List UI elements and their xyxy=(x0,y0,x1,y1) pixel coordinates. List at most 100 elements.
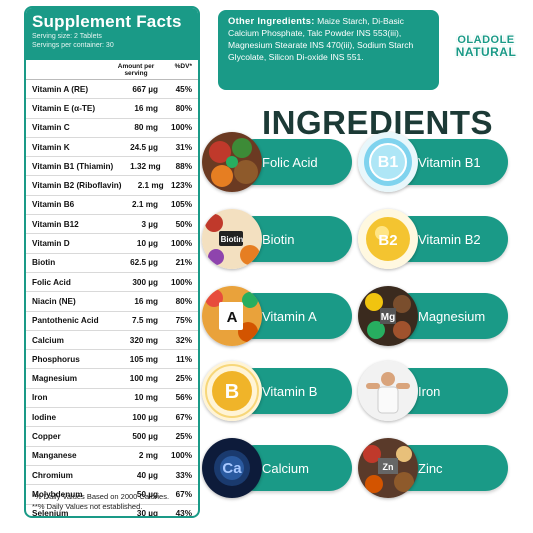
facts-row: Vitamin E (α-TE) 16 mg 80% xyxy=(26,99,198,119)
footnote-not-established: **% Daily Values not established. xyxy=(32,502,143,511)
nutrient-amount: 10 mg xyxy=(134,393,158,403)
nutrient-name: Folic Acid xyxy=(32,277,71,287)
nutrient-amount: 40 µg xyxy=(136,470,158,480)
nutrient-amount: 16 mg xyxy=(134,103,158,113)
ingredient-label: Vitamin B xyxy=(262,383,318,399)
nutrient-name: Vitamin B2 (Riboflavin) xyxy=(32,181,122,191)
nutrient-name: Chromium xyxy=(32,470,73,480)
nutrient-amount: 2.1 mg xyxy=(132,200,158,210)
nutrient-dv: 67% xyxy=(175,412,192,422)
nutrient-dv: 25% xyxy=(175,374,192,384)
nutrient-dv: 31% xyxy=(175,142,192,152)
facts-row: Selenium 30 µg 43% xyxy=(26,505,198,518)
nutrient-name: Niacin (NE) xyxy=(32,296,76,306)
facts-header: Supplement Facts Serving size: 2 Tablets… xyxy=(26,8,198,60)
facts-table: Vitamin A (RE) 667 µg 45% Vitamin E (α-TE) 1… xyxy=(26,80,198,518)
facts-row: Vitamin C 80 mg 100% xyxy=(26,119,198,138)
facts-footnotes: *% Daily Values Based on 2000 Calories. … xyxy=(32,492,169,512)
nutrient-name: Molybdenum xyxy=(32,489,83,499)
nutrient-amount: 667 µg xyxy=(132,84,158,94)
ingredient-badge-text: A xyxy=(227,309,238,326)
vitamin-b2-icon: B2 xyxy=(358,209,418,269)
brand-logo: OLADOLE NATURAL xyxy=(448,34,524,66)
nutrient-dv: 88% xyxy=(175,161,192,171)
other-ingredients-heading: Other Ingredients: xyxy=(228,15,315,26)
facts-row: Vitamin A (RE) 667 µg 45% xyxy=(26,80,198,100)
facts-row: Magnesium 100 mg 25% xyxy=(26,369,198,389)
serving-size: Serving size: 2 Tablets xyxy=(32,33,102,40)
facts-row: Copper 500 µg 25% xyxy=(26,427,198,447)
other-ingredients-box: Other Ingredients: Maize Starch, Di-Basi… xyxy=(218,10,439,90)
ingredient-label: Biotin xyxy=(262,231,295,247)
logo-line-2: NATURAL xyxy=(455,45,517,59)
nutrient-name: Vitamin B1 (Thiamin) xyxy=(32,161,114,171)
nutrient-amount: 300 µg xyxy=(132,277,158,287)
magnesium-foods-icon: Mg xyxy=(358,286,418,346)
nutrient-dv: 75% xyxy=(175,316,192,326)
nutrient-amount: 10 µg xyxy=(136,239,158,249)
ingredient-label: Zinc xyxy=(418,460,443,476)
dv-column-header: %DV* xyxy=(174,63,192,70)
supplement-facts-panel: Supplement Facts Serving size: 2 Tablets… xyxy=(24,6,200,518)
nutrient-dv: 100% xyxy=(171,123,192,133)
facts-row: Molybdenum 50 µg 67% xyxy=(26,485,198,505)
nutrient-amount: 50 µg xyxy=(136,489,158,499)
nutrient-dv: 11% xyxy=(176,354,192,364)
servings-per-container: Servings per container: 30 xyxy=(32,42,114,49)
nutrient-dv: 80% xyxy=(175,103,192,113)
nutrient-dv: 100% xyxy=(171,451,192,461)
facts-row: Niacin (NE) 16 mg 80% xyxy=(26,292,198,312)
nutrient-dv: 105% xyxy=(171,200,192,210)
nutrient-amount: 2 mg xyxy=(138,451,158,461)
facts-row: Vitamin B6 2.1 mg 105% xyxy=(26,196,198,216)
facts-row: Phosphorus 105 mg 11% xyxy=(26,350,198,370)
ingredient-label: Iron xyxy=(418,383,441,399)
nutrient-amount: 105 mg xyxy=(129,354,158,364)
nutrient-amount: 24.5 µg xyxy=(130,142,158,152)
biotin-foods-icon: Biotin xyxy=(202,209,262,269)
ingredient-badge-text: Zn xyxy=(383,462,394,472)
facts-row: Pantothenic Acid 7.5 mg 75% xyxy=(26,312,198,331)
nutrient-name: Vitamin D xyxy=(32,239,70,249)
calcium-icon: Ca xyxy=(202,438,262,498)
facts-row: Vitamin B1 (Thiamin) 1.32 mg 88% xyxy=(26,157,198,177)
nutrient-name: Manganese xyxy=(32,451,77,461)
strong-man-icon xyxy=(358,361,418,421)
nutrient-name: Vitamin C xyxy=(32,123,70,133)
nutrient-dv: 123% xyxy=(171,181,192,191)
nutrient-name: Biotin xyxy=(32,258,56,268)
nutrient-name: Vitamin B6 xyxy=(32,200,75,210)
nutrient-amount: 100 mg xyxy=(129,374,158,384)
ingredient-badge-text: Biotin xyxy=(221,235,244,244)
ingredient-badge-text: B xyxy=(225,381,239,403)
facts-row: Iron 10 mg 56% xyxy=(26,389,198,409)
ingredient-label: Folic Acid xyxy=(262,154,318,170)
facts-column-headers: Amount per serving %DV* xyxy=(26,60,198,80)
nutrient-name: Pantothenic Acid xyxy=(32,316,99,326)
nutrient-dv: 43% xyxy=(175,509,192,518)
nutrient-dv: 56% xyxy=(175,393,192,403)
ingredient-label: Vitamin B2 xyxy=(418,231,481,247)
facts-row: Biotin 62.5 µg 21% xyxy=(26,254,198,273)
ingredient-label: Vitamin A xyxy=(262,308,317,324)
ingredient-label: Vitamin B1 xyxy=(418,154,481,170)
nutrient-name: Vitamin K xyxy=(32,142,70,152)
nutrient-name: Phosphorus xyxy=(32,354,80,364)
nutrient-dv: 80% xyxy=(175,296,192,306)
nutrient-amount: 30 µg xyxy=(136,509,158,518)
facts-title: Supplement Facts xyxy=(32,12,182,31)
facts-row: Folic Acid 300 µg 100% xyxy=(26,273,198,293)
ingredient-badge-text: Mg xyxy=(381,312,395,323)
nutrient-name: Copper xyxy=(32,431,61,441)
nutrient-dv: 67% xyxy=(175,489,192,499)
facts-row: Calcium 320 mg 32% xyxy=(26,331,198,351)
facts-row: Vitamin B12 3 µg 50% xyxy=(26,215,198,235)
nutrient-name: Magnesium xyxy=(32,374,78,384)
nutrient-amount: 2.1 mg xyxy=(137,181,164,191)
nutrient-name: Vitamin B12 xyxy=(32,219,79,229)
nutrient-name: Iodine xyxy=(32,412,57,422)
ingredient-label: Magnesium xyxy=(418,308,486,324)
facts-row: Chromium 40 µg 33% xyxy=(26,466,198,486)
nutrient-name: Vitamin A (RE) xyxy=(32,84,89,94)
nutrient-amount: 16 mg xyxy=(134,296,158,306)
